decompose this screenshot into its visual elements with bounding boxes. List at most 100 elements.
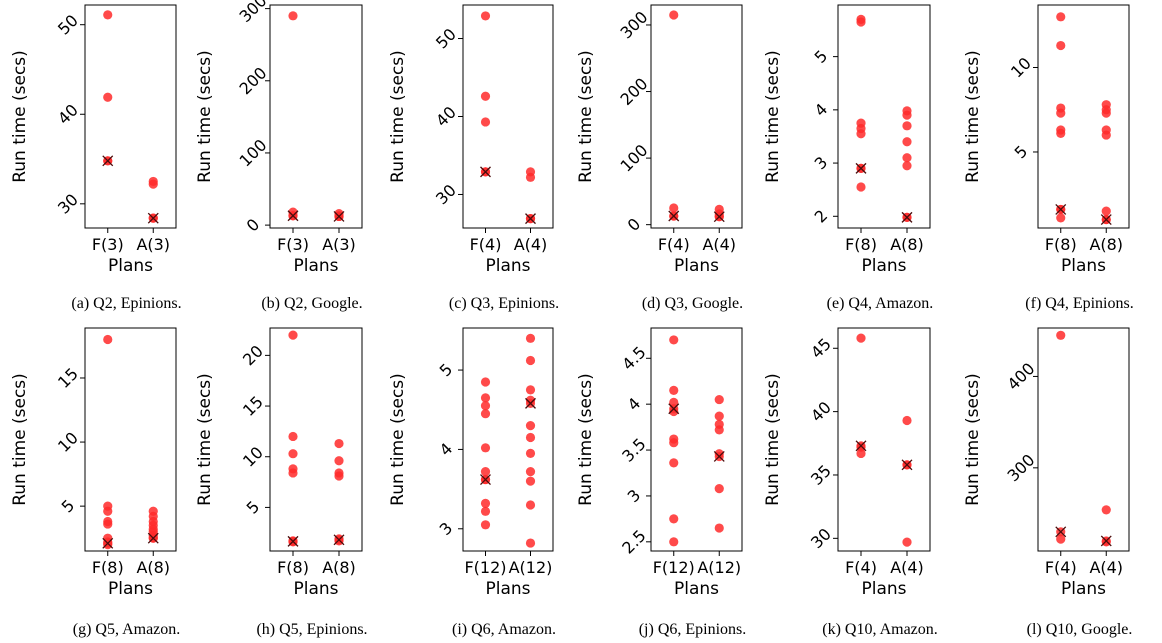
data-point bbox=[1056, 12, 1066, 22]
chosen-plan-marker bbox=[1100, 535, 1112, 547]
y-axis-label: Run time (secs) bbox=[388, 373, 408, 506]
data-point bbox=[1056, 108, 1066, 118]
x-axis-label: Plans bbox=[861, 579, 906, 599]
y-tick-label: 3 bbox=[811, 153, 832, 174]
y-tick-label: 4 bbox=[811, 100, 832, 121]
subplot-caption: (j) Q6, Epinions. bbox=[639, 621, 747, 638]
data-point bbox=[856, 129, 866, 139]
subplot-caption: (g) Q5, Amazon. bbox=[73, 621, 181, 638]
subplot-3: 30 40 50 F(4) A(4) Plans Run time (secs) (c) Q3… bbox=[388, 4, 559, 312]
x-tick-label: F(3) bbox=[277, 235, 309, 254]
subplot-caption: (k) Q10, Amazon. bbox=[822, 621, 938, 638]
subplot-2: 0 100 200 300 F(3) A(3) Plans Run time (secs) (b… bbox=[195, 0, 363, 312]
plot-frame bbox=[837, 327, 931, 552]
y-tick-label: 3.5 bbox=[618, 434, 649, 465]
x-tick-label: F(4) bbox=[470, 235, 502, 254]
data-point bbox=[480, 520, 491, 530]
y-tick-label: 200 bbox=[616, 74, 651, 109]
data-point bbox=[525, 448, 536, 458]
y-tick-label: 100 bbox=[235, 135, 270, 170]
y-tick-label: 2 bbox=[811, 206, 832, 227]
data-point bbox=[902, 415, 912, 426]
data-point bbox=[714, 425, 724, 435]
y-axis-label: Run time (secs) bbox=[963, 373, 983, 506]
y-tick-label: 15 bbox=[54, 364, 82, 392]
data-point bbox=[1101, 505, 1111, 515]
x-tick-label: F(12) bbox=[464, 558, 506, 577]
data-point bbox=[480, 409, 491, 419]
y-tick-label: 20 bbox=[239, 341, 267, 369]
data-point bbox=[669, 335, 679, 345]
data-point bbox=[669, 438, 679, 448]
x-tick-label: F(8) bbox=[277, 558, 309, 577]
subplot-caption: (e) Q4, Amazon. bbox=[827, 295, 934, 312]
y-tick-label: 4 bbox=[624, 394, 645, 415]
chosen-plan-marker bbox=[287, 535, 299, 547]
subplot-1: 30 40 50 F(3) A(3) Plans Run time (secs) (a) Q2… bbox=[10, 4, 182, 312]
x-tick-label: F(4) bbox=[658, 235, 690, 254]
x-tick-label: F(12) bbox=[653, 558, 695, 577]
y-axis-label: Run time (secs) bbox=[576, 50, 596, 183]
y-tick-label: 10 bbox=[239, 443, 267, 471]
x-tick-label: A(4) bbox=[890, 558, 924, 577]
x-tick-label: F(8) bbox=[92, 558, 124, 577]
chosen-plan-marker bbox=[102, 155, 114, 167]
x-axis-label: Plans bbox=[674, 256, 719, 276]
y-tick-label: 2.5 bbox=[618, 526, 649, 557]
plot-frame bbox=[650, 327, 743, 552]
y-tick-label: 200 bbox=[235, 63, 270, 98]
y-tick-label: 400 bbox=[1003, 359, 1038, 394]
data-point bbox=[856, 182, 866, 192]
plot-frame bbox=[269, 327, 363, 552]
y-axis-label: Run time (secs) bbox=[763, 50, 783, 183]
subplot-12: 300 400 F(4) A(4) Plans Run time (secs) (l) Q1… bbox=[963, 327, 1132, 638]
chosen-plan-marker bbox=[1055, 203, 1067, 215]
x-tick-label: F(3) bbox=[92, 235, 124, 254]
x-axis-label: Plans bbox=[293, 256, 338, 276]
data-point bbox=[334, 438, 344, 449]
subplot-5: 2 3 4 5 F(8) A(8) Plans Run time (secs) (e) Q4, … bbox=[763, 4, 934, 312]
data-point bbox=[103, 92, 113, 102]
data-point bbox=[1101, 130, 1111, 140]
data-point bbox=[669, 537, 679, 547]
y-axis-label: Run time (secs) bbox=[763, 373, 783, 506]
x-tick-label: A(8) bbox=[136, 558, 170, 577]
data-point bbox=[525, 476, 536, 486]
data-point bbox=[669, 203, 679, 213]
x-tick-label: A(12) bbox=[509, 558, 553, 577]
chosen-plan-marker bbox=[668, 210, 680, 222]
y-axis-label: Run time (secs) bbox=[963, 50, 983, 183]
x-tick-label: A(4) bbox=[702, 235, 736, 254]
y-tick-label: 5 bbox=[243, 497, 264, 518]
x-axis-label: Plans bbox=[674, 579, 719, 599]
y-tick-label: 300 bbox=[1003, 450, 1038, 485]
y-tick-label: 100 bbox=[616, 141, 651, 176]
y-tick-label: 10 bbox=[1007, 54, 1035, 82]
data-point bbox=[480, 467, 491, 477]
data-point bbox=[714, 394, 724, 405]
chosen-plan-marker bbox=[102, 537, 114, 549]
chosen-plan-marker bbox=[855, 440, 867, 452]
subplot-caption: (i) Q6, Amazon. bbox=[452, 621, 556, 638]
x-tick-label: A(3) bbox=[136, 235, 170, 254]
x-axis-label: Plans bbox=[485, 579, 530, 599]
data-point bbox=[1056, 534, 1066, 544]
y-axis-label: Run time (secs) bbox=[576, 373, 596, 506]
plot-frame bbox=[1037, 4, 1130, 229]
y-tick-label: 0 bbox=[243, 215, 264, 236]
data-point bbox=[902, 537, 912, 547]
subplot-9: 3 4 5 F(12) A(12) Plans Run time (secs) (i) Q6,… bbox=[388, 327, 556, 638]
data-point bbox=[525, 385, 536, 395]
chosen-plan-marker bbox=[713, 211, 725, 223]
plot-frame bbox=[84, 327, 177, 552]
subplot-10: 2.5 3 3.5 4 4.5 F(12) A(12) Plans Run time (secs… bbox=[576, 327, 747, 638]
subplot-11: 30 35 40 45 F(4) A(4) Plans Run time (secs) (k) … bbox=[763, 327, 938, 638]
data-point bbox=[288, 468, 298, 478]
data-point bbox=[480, 443, 491, 453]
chosen-plan-marker bbox=[480, 166, 491, 178]
data-point bbox=[288, 11, 298, 21]
y-axis-label: Run time (secs) bbox=[195, 373, 215, 506]
data-point bbox=[525, 355, 536, 366]
y-tick-label: 4 bbox=[436, 439, 457, 460]
